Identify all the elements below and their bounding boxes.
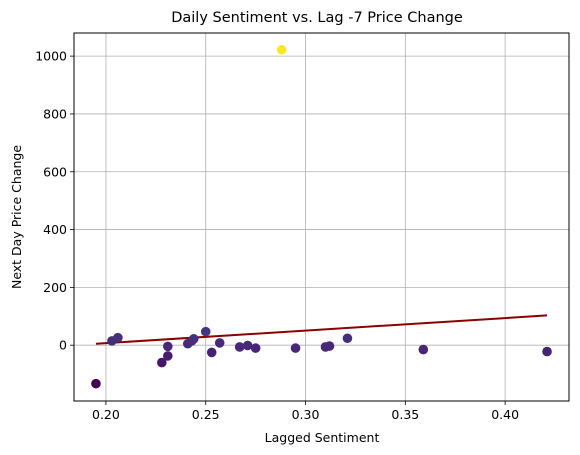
x-tick-label: 0.20 bbox=[92, 407, 120, 422]
y-axis-ticks: 0 200 400 600 800 1000 bbox=[35, 49, 74, 353]
y-tick-label: 800 bbox=[43, 106, 67, 121]
scatter-point bbox=[242, 340, 253, 351]
scatter-point bbox=[113, 332, 123, 343]
scatter-point bbox=[206, 347, 217, 358]
scatter-point bbox=[324, 341, 335, 351]
y-tick-label: 200 bbox=[43, 280, 67, 295]
data-points bbox=[91, 44, 552, 389]
x-tick-label: 0.25 bbox=[192, 407, 220, 422]
scatter-point bbox=[163, 341, 173, 352]
scatter-point bbox=[418, 344, 429, 355]
x-axis-ticks: 0.20 0.25 0.30 0.35 0.40 bbox=[92, 401, 519, 422]
y-axis-label: Next Day Price Change bbox=[9, 145, 24, 289]
scatter-point bbox=[91, 378, 101, 389]
scatter-point bbox=[214, 338, 225, 348]
x-tick-label: 0.35 bbox=[391, 407, 419, 422]
y-tick-label: 0 bbox=[59, 338, 67, 353]
scatter-point bbox=[188, 334, 199, 344]
trendline bbox=[95, 314, 548, 345]
x-tick-label: 0.40 bbox=[491, 407, 519, 422]
x-tick-label: 0.30 bbox=[292, 407, 320, 422]
chart-title: Daily Sentiment vs. Lag -7 Price Change bbox=[171, 10, 463, 26]
y-tick-label: 1000 bbox=[35, 49, 67, 64]
trendline-group bbox=[95, 314, 548, 345]
scatter-point bbox=[250, 343, 261, 353]
y-tick-label: 600 bbox=[43, 164, 67, 179]
x-axis-label: Lagged Sentiment bbox=[265, 430, 380, 445]
scatter-point bbox=[163, 351, 173, 361]
scatter-point bbox=[342, 333, 353, 344]
scatter-point bbox=[234, 342, 245, 352]
scatter-point bbox=[276, 44, 287, 55]
scatter-point bbox=[542, 346, 552, 357]
y-tick-label: 400 bbox=[43, 222, 67, 237]
scatter-point bbox=[157, 357, 167, 368]
scatter-point bbox=[200, 326, 211, 337]
plot-frame bbox=[73, 32, 570, 402]
scatter-point bbox=[290, 343, 301, 353]
